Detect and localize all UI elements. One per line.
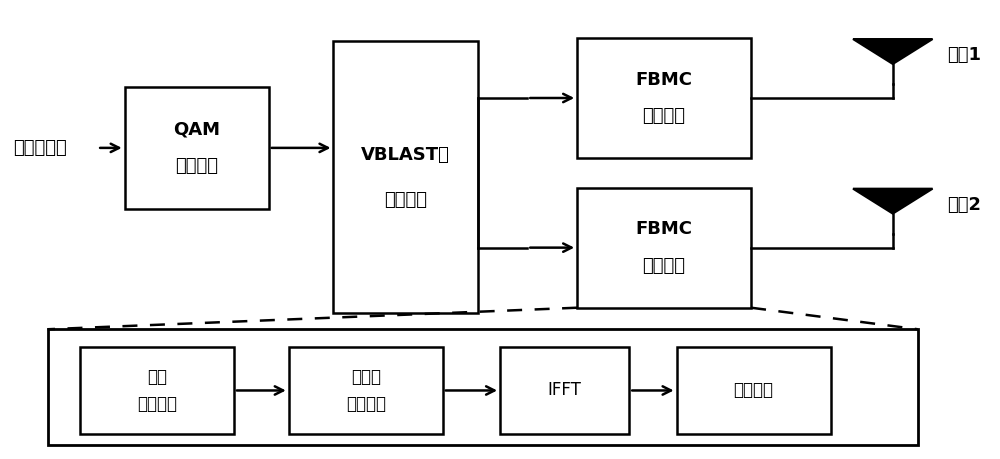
Bar [677,347,831,434]
Bar [125,87,269,209]
Text: 天线1: 天线1 [948,46,982,64]
Polygon shape [853,39,933,64]
Bar [289,347,443,434]
Polygon shape [853,189,933,213]
Bar [48,329,918,445]
Text: 添加: 添加 [147,368,167,386]
Text: 调制方式: 调制方式 [643,257,686,275]
Text: 发射结构: 发射结构 [384,191,427,209]
Text: FBMC: FBMC [636,220,693,239]
Text: 调制方式: 调制方式 [643,107,686,125]
Bar [500,347,629,434]
Text: 正交化: 正交化 [351,368,381,386]
Text: 成型滤波: 成型滤波 [734,381,774,399]
Bar [577,188,751,308]
Text: 相位映射: 相位映射 [346,395,386,413]
Bar [80,347,234,434]
Bar [333,41,478,313]
Text: 调制方式: 调制方式 [175,157,218,175]
Text: QAM: QAM [173,121,220,139]
Text: VBLAST的: VBLAST的 [361,146,450,164]
Text: 串行数据流: 串行数据流 [13,139,66,157]
Text: 导频序列: 导频序列 [137,395,177,413]
Text: IFFT: IFFT [548,381,582,399]
Text: 天线2: 天线2 [948,196,982,213]
Bar [577,38,751,158]
Text: FBMC: FBMC [636,71,693,89]
